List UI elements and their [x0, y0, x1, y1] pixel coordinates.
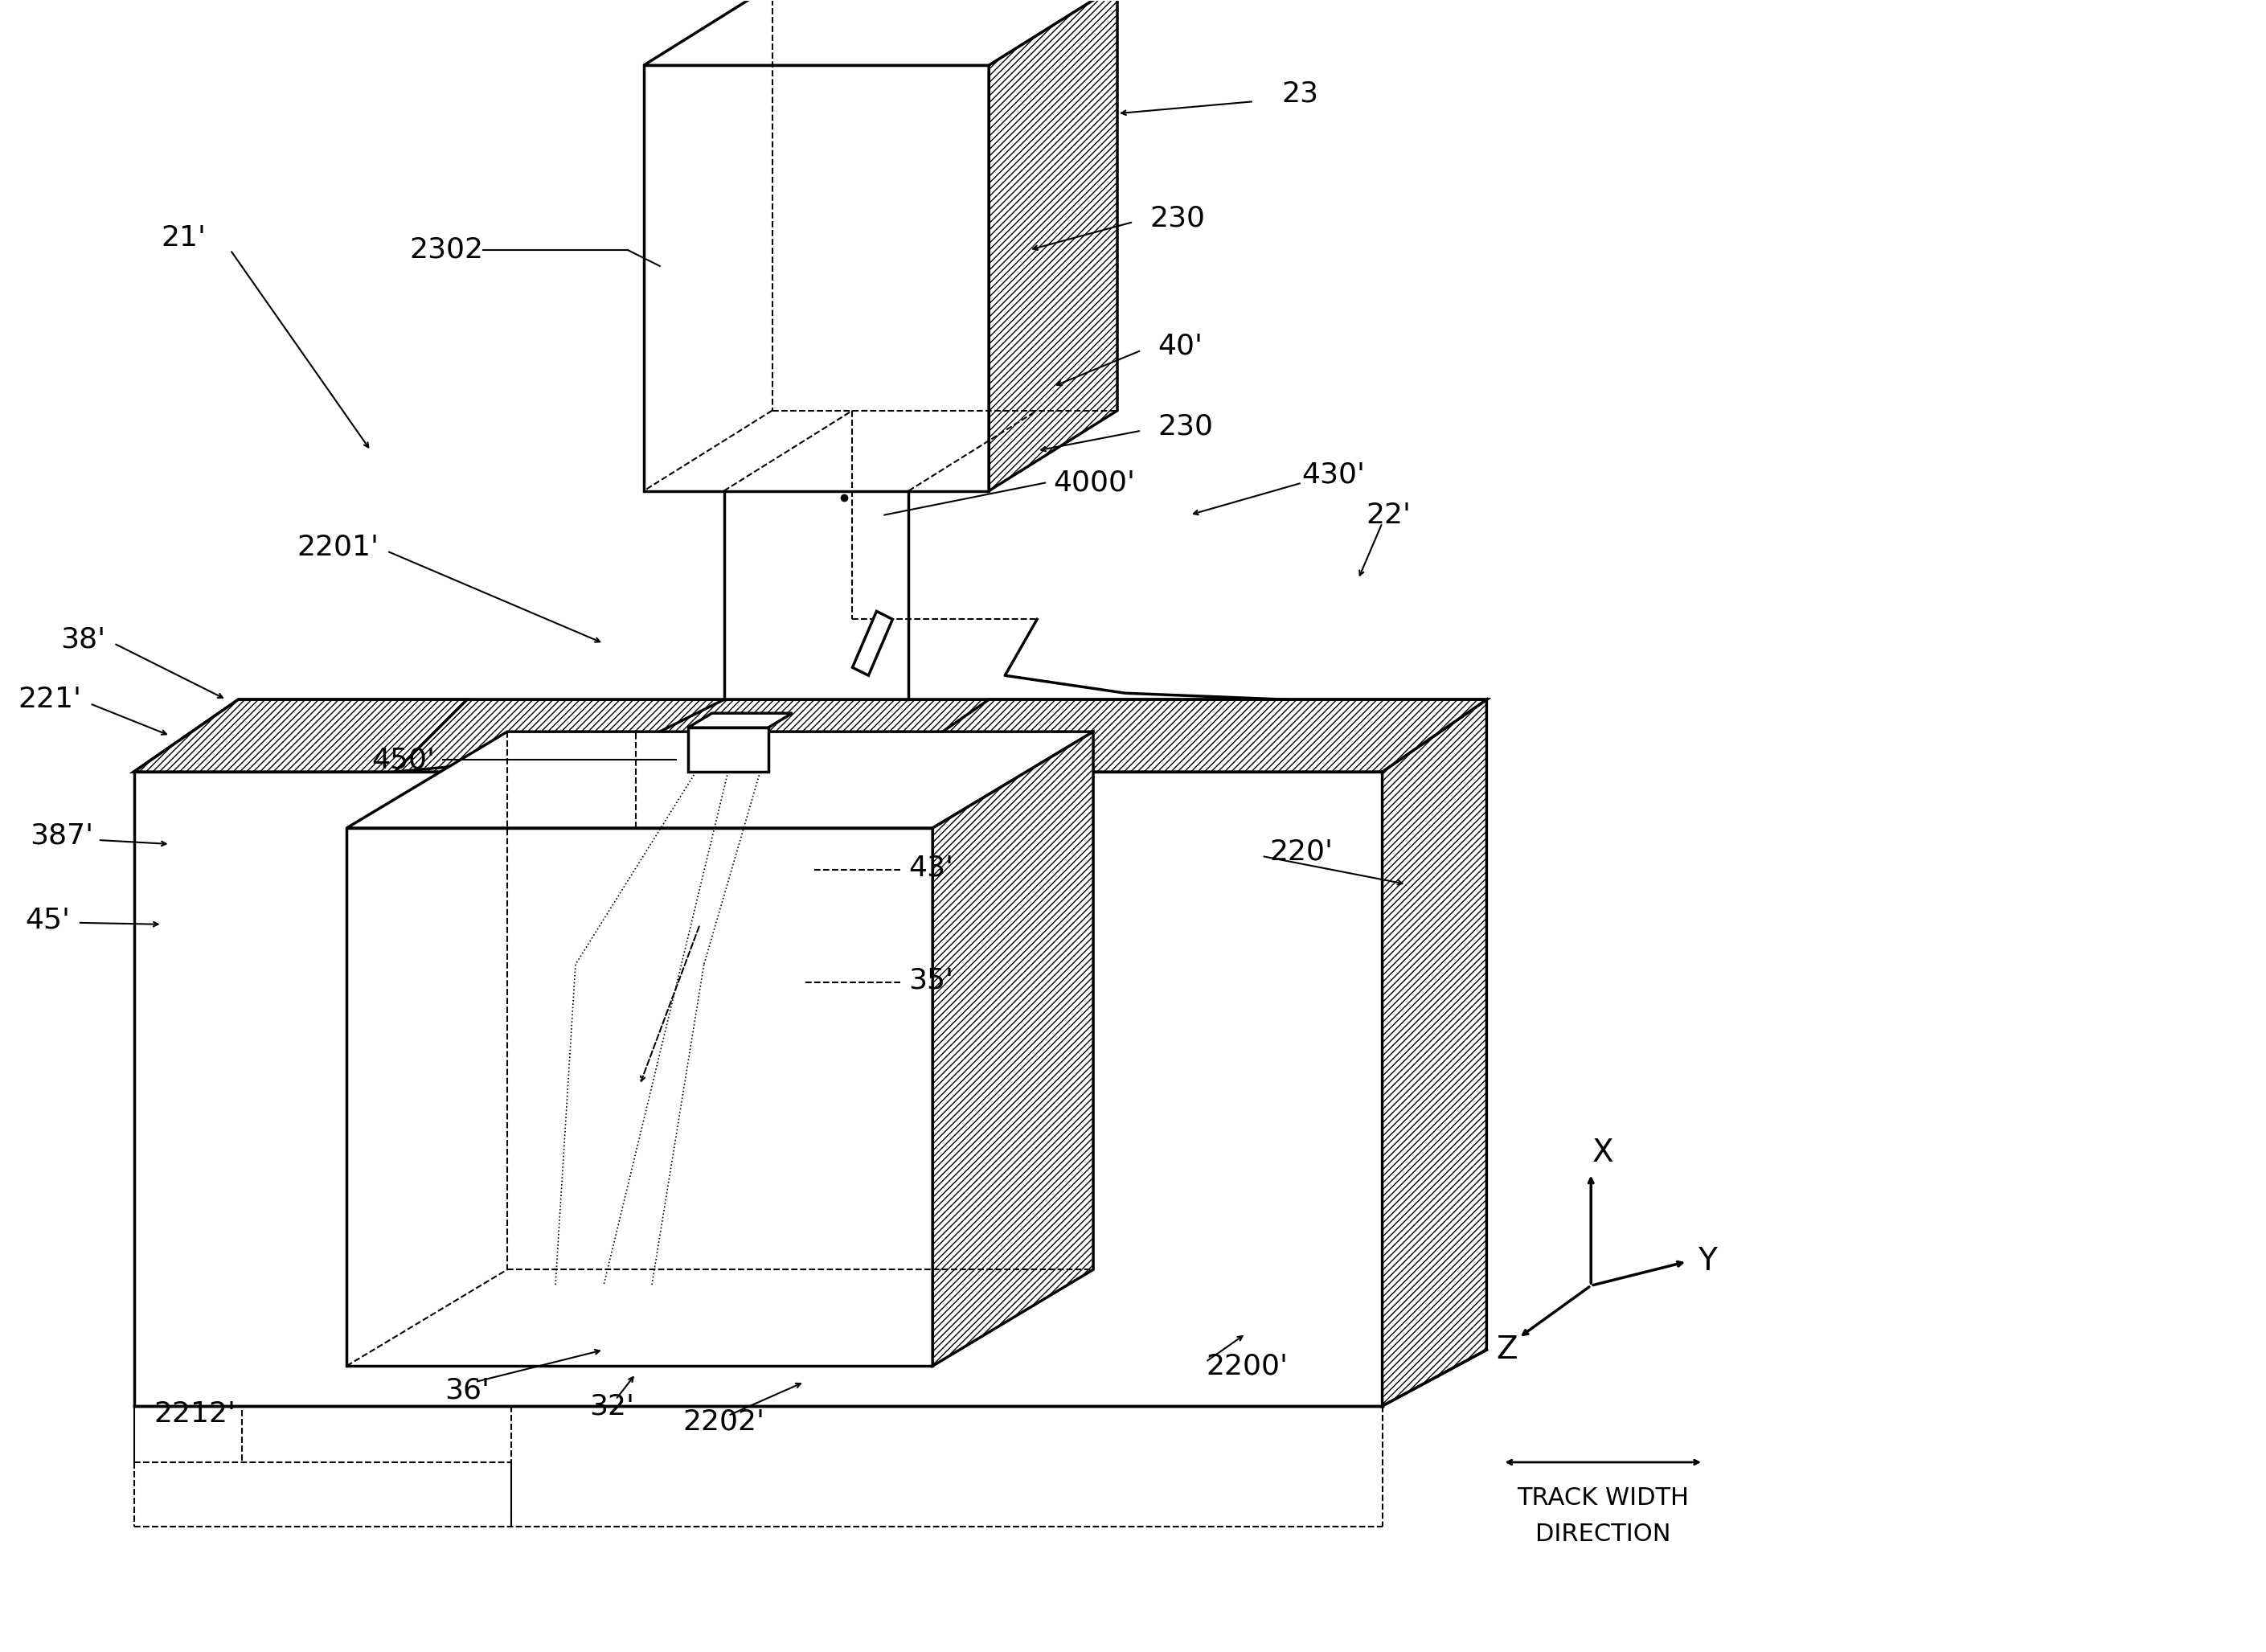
Text: 430': 430' — [1303, 461, 1366, 489]
Text: 230: 230 — [1158, 413, 1212, 441]
Polygon shape — [347, 732, 1092, 828]
Polygon shape — [1382, 699, 1486, 1406]
Polygon shape — [134, 699, 1486, 771]
Polygon shape — [689, 727, 768, 771]
Text: 2212': 2212' — [154, 1401, 236, 1427]
Text: 2201': 2201' — [297, 534, 378, 560]
Text: DIRECTION: DIRECTION — [1536, 1523, 1670, 1546]
Polygon shape — [884, 699, 1486, 771]
Text: 22': 22' — [1366, 501, 1412, 529]
Text: 38': 38' — [61, 626, 107, 653]
Text: 220': 220' — [1269, 839, 1332, 866]
Polygon shape — [689, 714, 793, 727]
Polygon shape — [134, 699, 467, 771]
Text: 230: 230 — [1149, 205, 1206, 231]
Text: 36': 36' — [444, 1376, 489, 1404]
Text: 23: 23 — [1283, 79, 1319, 107]
Text: 35': 35' — [909, 966, 954, 995]
Polygon shape — [934, 732, 1092, 1366]
Text: Z: Z — [1496, 1335, 1518, 1365]
Text: 45': 45' — [25, 907, 70, 933]
Polygon shape — [134, 771, 1382, 1406]
Text: 40': 40' — [1158, 332, 1203, 360]
Polygon shape — [988, 0, 1117, 491]
Text: 450': 450' — [372, 747, 435, 773]
Text: 2302: 2302 — [410, 236, 483, 264]
Polygon shape — [347, 828, 934, 1366]
Text: 221': 221' — [18, 686, 82, 714]
Polygon shape — [644, 0, 1117, 66]
Text: 4000': 4000' — [1054, 469, 1135, 497]
Polygon shape — [852, 611, 893, 676]
Text: 2202': 2202' — [682, 1409, 766, 1436]
FancyBboxPatch shape — [508, 1294, 700, 1374]
Polygon shape — [644, 66, 988, 491]
Text: X: X — [1593, 1138, 1613, 1168]
Text: 21': 21' — [161, 225, 206, 251]
Text: TRACK WIDTH: TRACK WIDTH — [1516, 1487, 1688, 1510]
Text: 43': 43' — [909, 854, 954, 882]
Text: 387': 387' — [29, 823, 93, 849]
Text: Y: Y — [1697, 1246, 1718, 1277]
Text: 32': 32' — [589, 1393, 634, 1419]
Polygon shape — [134, 699, 1486, 771]
Text: 2200': 2200' — [1206, 1353, 1287, 1379]
